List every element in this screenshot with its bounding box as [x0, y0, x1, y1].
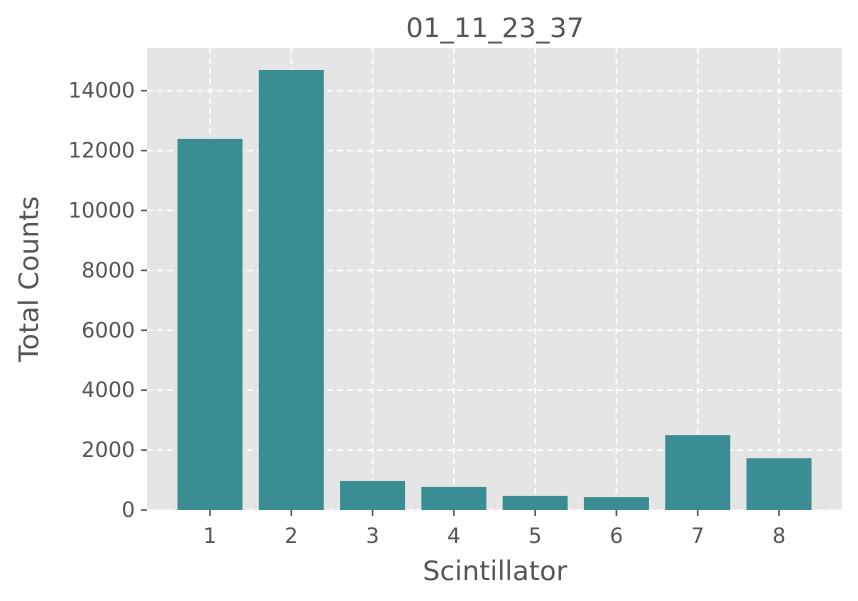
x-tick-label: 4	[447, 524, 460, 548]
y-axis-label: Total Counts	[14, 196, 45, 363]
x-tick-label: 1	[203, 524, 216, 548]
bar-4	[421, 486, 487, 510]
bar-3	[340, 480, 406, 510]
y-tick-label: 8000	[82, 258, 135, 282]
bar-6	[583, 497, 649, 510]
y-tick-label: 2000	[82, 438, 135, 462]
x-tick-label: 8	[772, 524, 785, 548]
x-tick-label: 7	[691, 524, 704, 548]
x-tick-label: 2	[285, 524, 298, 548]
bars	[177, 70, 812, 511]
y-tick-label: 4000	[82, 378, 135, 402]
bar-5	[502, 495, 568, 510]
bar-8	[746, 458, 812, 510]
x-tick-label: 5	[528, 524, 541, 548]
bar-1	[177, 138, 243, 510]
y-tick-label: 14000	[68, 79, 135, 103]
bar-2	[258, 70, 324, 511]
y-tick-label: 6000	[82, 318, 135, 342]
y-tick-label: 0	[122, 498, 135, 522]
chart-title: 01_11_23_37	[406, 13, 584, 44]
x-axis-label: Scintillator	[423, 556, 568, 587]
plot-area	[147, 48, 842, 510]
y-tick-label: 10000	[68, 198, 135, 222]
bar-7	[665, 435, 731, 510]
x-tick-label: 6	[610, 524, 623, 548]
ticks: 0 2000 4000 6000 8000 10000 12000 14000 1 2 3 4 5 6 7 8	[68, 79, 786, 548]
x-tick-label: 3	[366, 524, 379, 548]
y-tick-label: 12000	[68, 139, 135, 163]
